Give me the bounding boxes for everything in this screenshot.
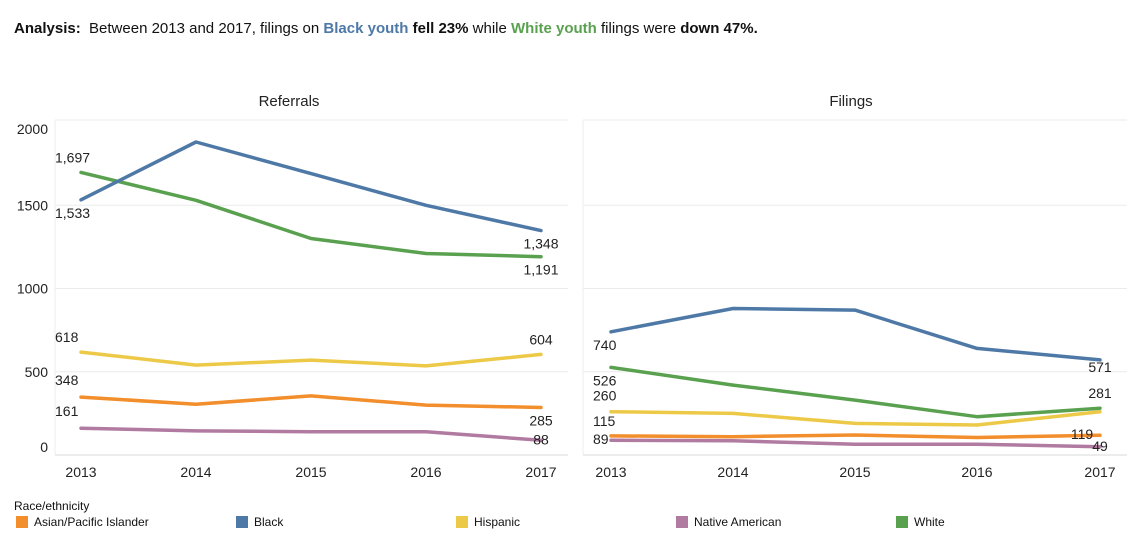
- legend-label-black: Black: [254, 515, 284, 529]
- referrals-data-label-black: 1,348: [523, 236, 558, 252]
- legend-swatch-black: [236, 516, 248, 528]
- referrals-title: Referrals: [259, 93, 320, 110]
- analysis-summary: Analysis: Between 2013 and 2017, filings…: [14, 20, 758, 37]
- referrals-y-tick-label: 0: [40, 439, 48, 455]
- filings-data-label-native-american: 89: [593, 431, 609, 447]
- filings-data-label-black: 571: [1088, 359, 1112, 375]
- legend-item-white: White: [896, 515, 945, 529]
- line-charts: Referrals 0 500 1000 1500 2000 2013 2014 2015 201…: [17, 93, 1127, 480]
- referrals-x-tick-label: 2017: [525, 464, 556, 480]
- referrals-x-tick-label: 2014: [180, 464, 211, 480]
- referrals-y-tick-label: 1500: [17, 197, 48, 213]
- filings-data-label-black: 740: [593, 337, 617, 353]
- legend-label-native-american: Native American: [694, 515, 782, 529]
- filings-line-native-american: [609, 438, 1102, 449]
- referrals-x-tick-label: 2016: [410, 464, 441, 480]
- legend-item-hispanic: Hispanic: [456, 515, 520, 529]
- filings-data-label-hispanic: 260: [593, 388, 617, 404]
- filings-line-black: [609, 306, 1102, 362]
- filings-x-tick-label: 2015: [839, 464, 870, 480]
- referrals-line-white: [79, 170, 543, 259]
- filings-data-label-asian-pacific-islander: 119: [1071, 426, 1094, 442]
- legend-swatch-hispanic: [456, 516, 468, 528]
- analysis-white-group: White youth: [511, 20, 597, 37]
- referrals-line-black: [79, 140, 543, 233]
- referrals-x-tick-label: 2013: [65, 464, 96, 480]
- filings-line-white: [609, 365, 1102, 419]
- legend-swatch-asian-pacific-islander: [16, 516, 28, 528]
- referrals-data-label-white: 1,697: [55, 149, 90, 165]
- filings-data-label-asian-pacific-islander: 115: [593, 413, 616, 429]
- referrals-data-label-white: 1,191: [523, 262, 558, 278]
- analysis-black-group: Black youth: [323, 20, 409, 37]
- analysis-white-change: down 47%.: [680, 20, 758, 37]
- referrals-y-tick-label: 2000: [17, 121, 48, 137]
- legend-item-asian-pacific-islander: Asian/Pacific Islander: [16, 515, 149, 529]
- referrals-data-label-native-american: 88: [533, 431, 549, 447]
- filings-line-hispanic: [609, 409, 1102, 427]
- referrals-data-label-hispanic: 618: [55, 329, 79, 345]
- analysis-text-3: filings were: [601, 20, 677, 37]
- legend-swatch-native-american: [676, 516, 688, 528]
- analysis-text-2: while: [472, 20, 507, 37]
- filings-x-tick-label: 2013: [595, 464, 626, 480]
- filings-line-asian-pacific-islander: [609, 433, 1102, 440]
- referrals-data-label-asian-pacific-islander: 348: [55, 372, 79, 388]
- referrals-line-hispanic: [79, 350, 543, 368]
- referrals-line-asian-pacific-islander: [79, 394, 543, 410]
- referrals-data-label-black: 1,533: [55, 205, 90, 221]
- referrals-y-tick-label: 1000: [17, 281, 48, 297]
- referrals-data-label-hispanic: 604: [529, 331, 553, 347]
- filings-x-tick-label: 2017: [1084, 464, 1115, 480]
- filings-data-label-white: 526: [593, 372, 617, 388]
- referrals-data-label-native-american: 161: [55, 403, 79, 419]
- legend-title: Race/ethnicity: [14, 499, 90, 513]
- filings-x-tick-label: 2014: [717, 464, 748, 480]
- filings-title: Filings: [829, 93, 872, 110]
- legend-label-white: White: [914, 515, 945, 529]
- referrals-y-tick-label: 500: [25, 364, 49, 380]
- filings-data-label-white: 281: [1088, 385, 1112, 401]
- referrals-line-native-american: [79, 426, 543, 443]
- legend-item-native-american: Native American: [676, 515, 781, 529]
- referrals-x-tick-label: 2015: [295, 464, 326, 480]
- filings-data-label-native-american: 49: [1092, 438, 1108, 454]
- legend-label-hispanic: Hispanic: [474, 515, 521, 529]
- legend-label-asian-pacific-islander: Asian/Pacific Islander: [34, 515, 149, 529]
- analysis-label: Analysis:: [14, 20, 81, 37]
- filings-x-tick-label: 2016: [961, 464, 992, 480]
- analysis-black-change: fell 23%: [412, 20, 469, 37]
- legend-item-black: Black: [236, 515, 283, 529]
- referrals-data-label-asian-pacific-islander: 285: [529, 413, 553, 429]
- analysis-text-1: Between 2013 and 2017, filings on: [89, 20, 320, 37]
- legend-swatch-white: [896, 516, 908, 528]
